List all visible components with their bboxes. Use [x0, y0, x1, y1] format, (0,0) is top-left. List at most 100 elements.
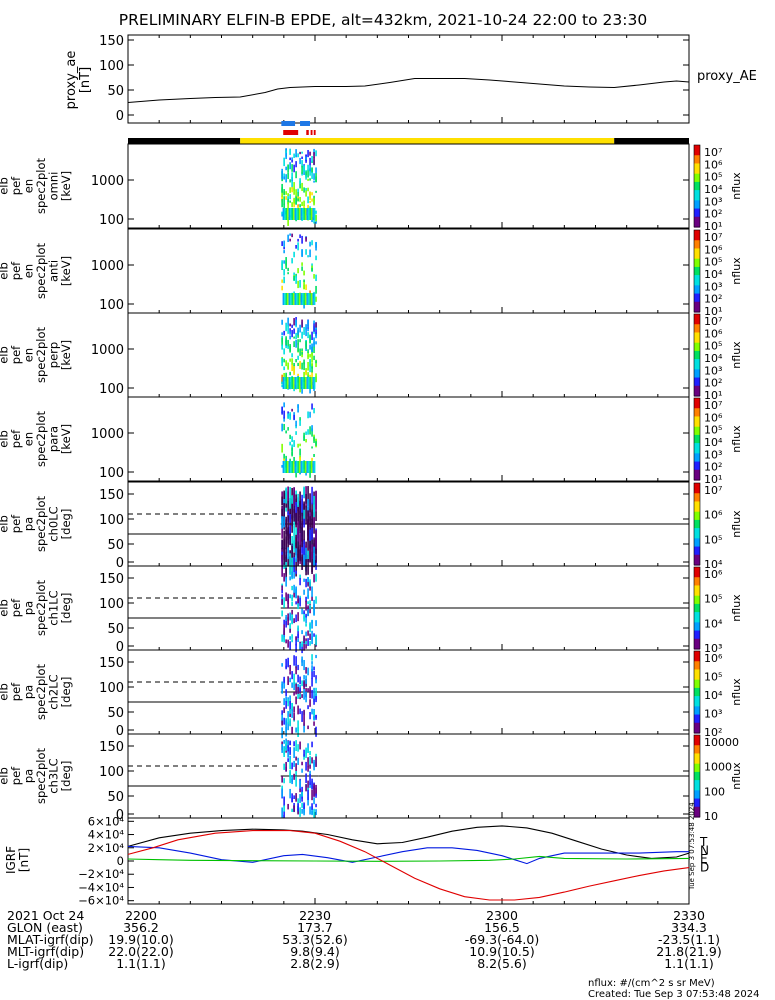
spectrogram-low-energy-pixel [299, 461, 301, 473]
igrf-legend-N: N [700, 844, 709, 858]
spectrogram-pixel [291, 202, 293, 207]
igrf-legend-E: E [700, 852, 708, 866]
panel-ytick-label: 0 [116, 808, 124, 823]
spectrogram-pixel [301, 319, 303, 328]
colorbar-segment [694, 804, 700, 808]
panel-ylabel-line: spec2plot [34, 663, 48, 720]
spectrogram-pixel [309, 334, 311, 344]
colorbar-label: 10¹ [704, 305, 722, 318]
spectrogram-pixel [315, 255, 317, 261]
colorbar-frame [693, 482, 701, 566]
colorbar-segment [694, 597, 700, 601]
colorbar-segment [694, 487, 700, 490]
spectrogram-pixel [283, 372, 285, 381]
spectrogram-pixel [315, 596, 317, 604]
spectrogram-pixel [293, 795, 295, 799]
spectrogram-pixel [281, 212, 283, 217]
spectrogram-pixel [293, 712, 295, 721]
spectrogram-pixel [311, 457, 313, 462]
spectrogram-pixel [313, 454, 315, 457]
spectrogram-pixel [281, 508, 283, 518]
spectrogram-pixel [295, 161, 297, 168]
spectrogram-pixel [305, 761, 307, 771]
spectrogram-pixel [289, 371, 291, 376]
spectrogram-pixel [285, 430, 287, 434]
spectrogram-pixel [287, 711, 289, 717]
colorbar-segment [694, 328, 700, 331]
spectrogram-pixel [289, 434, 291, 439]
spectrogram-pixel [309, 411, 311, 418]
spectrogram-pixel [307, 328, 309, 332]
spectrogram-pixel [311, 240, 313, 246]
spectrogram-pixel [305, 493, 307, 504]
spectrogram-low-energy-pixel [305, 293, 307, 305]
colorbar-segment [694, 802, 700, 806]
colorbar-segment [694, 303, 700, 307]
spectrogram-pixel [313, 788, 315, 797]
spectrogram-pixel [291, 353, 293, 358]
spectrogram-pixel [293, 584, 295, 593]
spectrogram-pixel [313, 711, 315, 720]
colorbar-label: 10³ [704, 280, 722, 293]
spectrogram-pixel [295, 273, 297, 278]
colorbar-label: 10000 [704, 736, 739, 749]
colorbar-segment [694, 698, 700, 701]
spectrogram-pixel [311, 778, 313, 790]
colorbar-segment [694, 483, 700, 486]
spectrogram-pixel [307, 757, 309, 768]
spectrogram-low-energy-pixel [305, 208, 307, 220]
panel-ylabel-line: en [22, 179, 36, 193]
spectrogram-pixel [295, 683, 297, 695]
spectrogram-pixel [285, 639, 287, 644]
spectrogram-pixel [291, 775, 293, 780]
spectrogram-pixel [313, 698, 315, 705]
spectrogram-pixel [283, 176, 285, 180]
colorbar-label: 10² [704, 377, 722, 390]
spectrogram-low-energy-pixel [291, 293, 293, 305]
colorbar-segment [694, 367, 700, 370]
colorbar-segment [694, 634, 700, 638]
colorbar-segment [694, 404, 700, 407]
footer-row-label: MLAT-igrf(dip) [7, 932, 94, 947]
spectrogram-pixel [301, 494, 303, 517]
igrf-ytick-label: −6×10⁴ [78, 894, 124, 908]
spectrogram-pixel [313, 436, 315, 443]
spectrogram-pixel [289, 628, 291, 633]
footer-row-value: 2330 [673, 908, 705, 923]
spectrogram-pixel [295, 614, 297, 623]
panel-ytick-label: 150 [99, 488, 124, 503]
panel-ytick-label: 150 [99, 740, 124, 755]
spectrogram-pixel [291, 447, 293, 456]
spectrogram-pixel [311, 366, 313, 369]
spectrogram-pixel [291, 545, 293, 563]
spectrogram-pixel [293, 336, 295, 339]
spectrogram-pixel [309, 540, 311, 563]
spectrogram-pixel [311, 803, 313, 810]
spectrogram-pixel [291, 176, 293, 180]
igrf-ylabel: IGRF [nT] [4, 846, 31, 874]
spectrogram-pixel [311, 172, 313, 179]
colorbar-label: 10² [704, 461, 722, 474]
spectrogram-pixel [285, 360, 287, 367]
panel-ytick-label: 1000 [91, 174, 124, 189]
spectrogram-low-energy-pixel [294, 293, 296, 305]
footer-row-label: MLT-igrf(dip) [7, 944, 84, 959]
spectrogram-pixel [295, 339, 297, 348]
spectrogram-pixel [295, 431, 297, 435]
spectrogram-low-energy-pixel [293, 293, 295, 305]
colorbar-segment [694, 196, 700, 199]
colorbar-segment [694, 283, 700, 286]
colorbar-segment [694, 260, 700, 264]
spectrogram-pixel [291, 571, 293, 579]
spectrogram-pixel [285, 614, 287, 622]
igrf-series-N [127, 845, 689, 865]
spectrogram-pixel [281, 465, 283, 468]
colorbar-segment [694, 418, 700, 422]
spectrogram-pixel [315, 726, 317, 737]
spectrogram-pixel [303, 515, 305, 528]
colorbar-label: 10⁴ [704, 352, 723, 365]
colorbar-segment [694, 424, 700, 428]
colorbar-segment [694, 622, 700, 625]
spectrogram-pixel [301, 643, 303, 654]
